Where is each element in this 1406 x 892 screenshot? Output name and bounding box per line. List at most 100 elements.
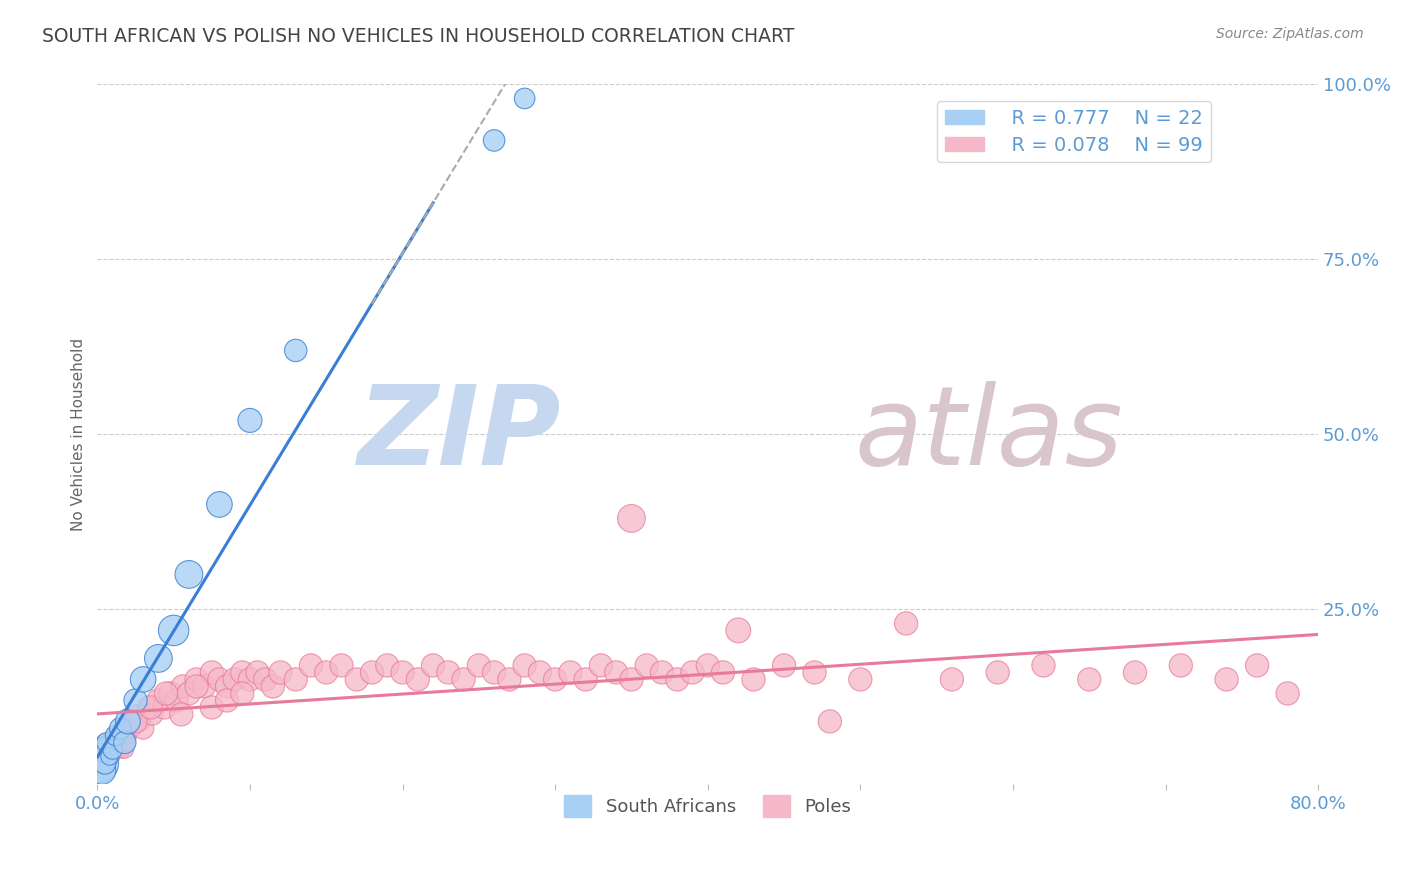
Point <box>155 686 177 700</box>
Point <box>560 665 582 680</box>
Point <box>132 722 155 736</box>
Point <box>117 728 139 742</box>
Point <box>136 700 159 714</box>
Point <box>115 735 138 749</box>
Point <box>89 749 111 764</box>
Point <box>849 673 872 687</box>
Point <box>159 686 181 700</box>
Point <box>620 673 643 687</box>
Point <box>114 735 136 749</box>
Point <box>589 658 612 673</box>
Point <box>224 673 246 687</box>
Point <box>170 707 193 722</box>
Point <box>93 749 115 764</box>
Point <box>682 665 704 680</box>
Point <box>90 764 112 778</box>
Point <box>172 680 194 694</box>
Point <box>254 673 277 687</box>
Point <box>727 624 749 638</box>
Point <box>186 673 208 687</box>
Point <box>87 756 110 771</box>
Point <box>468 658 491 673</box>
Point <box>315 665 337 680</box>
Point <box>666 673 689 687</box>
Point <box>103 735 125 749</box>
Point <box>89 749 111 764</box>
Point <box>818 714 841 729</box>
Point <box>141 707 163 722</box>
Text: Source: ZipAtlas.com: Source: ZipAtlas.com <box>1216 27 1364 41</box>
Point <box>148 693 170 707</box>
Point <box>361 665 384 680</box>
Point <box>482 133 505 147</box>
Point <box>231 686 253 700</box>
Point <box>96 756 118 771</box>
Point <box>148 651 170 665</box>
Point <box>112 735 135 749</box>
Point <box>391 665 413 680</box>
Point <box>513 658 536 673</box>
Point <box>529 665 551 680</box>
Point <box>87 756 110 771</box>
Point <box>239 673 262 687</box>
Point <box>711 665 734 680</box>
Point <box>620 511 643 525</box>
Point <box>894 616 917 631</box>
Text: ZIP: ZIP <box>357 381 561 488</box>
Point <box>163 624 186 638</box>
Point <box>177 567 200 582</box>
Point <box>696 658 718 673</box>
Point <box>651 665 673 680</box>
Point <box>201 700 224 714</box>
Point <box>269 665 291 680</box>
Point <box>132 673 155 687</box>
Point <box>101 742 124 756</box>
Point <box>1277 686 1299 700</box>
Point <box>114 742 136 756</box>
Point <box>773 658 796 673</box>
Point <box>498 673 520 687</box>
Point <box>153 700 176 714</box>
Point <box>129 714 152 729</box>
Point <box>1123 665 1146 680</box>
Text: atlas: atlas <box>855 381 1123 488</box>
Point <box>94 735 117 749</box>
Point <box>803 665 825 680</box>
Point <box>513 91 536 105</box>
Point <box>193 680 215 694</box>
Point <box>375 658 398 673</box>
Point <box>742 673 765 687</box>
Point <box>96 735 118 749</box>
Point <box>124 714 146 729</box>
Point <box>110 728 132 742</box>
Point <box>94 756 117 771</box>
Point <box>125 707 148 722</box>
Point <box>231 665 253 680</box>
Point <box>215 693 238 707</box>
Point <box>110 722 132 736</box>
Point <box>104 728 127 742</box>
Point <box>1078 673 1101 687</box>
Point <box>636 658 658 673</box>
Point <box>1032 658 1054 673</box>
Point <box>544 673 567 687</box>
Legend: South Africans, Poles: South Africans, Poles <box>557 788 859 824</box>
Point <box>105 742 128 756</box>
Point <box>101 742 124 756</box>
Point <box>575 673 598 687</box>
Point <box>406 673 429 687</box>
Point <box>215 680 238 694</box>
Point <box>97 742 120 756</box>
Point <box>120 722 142 736</box>
Point <box>93 742 115 756</box>
Point <box>1170 658 1192 673</box>
Point <box>330 658 353 673</box>
Point <box>122 714 145 729</box>
Point <box>1215 673 1237 687</box>
Point <box>111 742 134 756</box>
Point <box>482 665 505 680</box>
Point <box>299 658 322 673</box>
Point <box>177 686 200 700</box>
Point <box>1246 658 1268 673</box>
Point <box>186 680 208 694</box>
